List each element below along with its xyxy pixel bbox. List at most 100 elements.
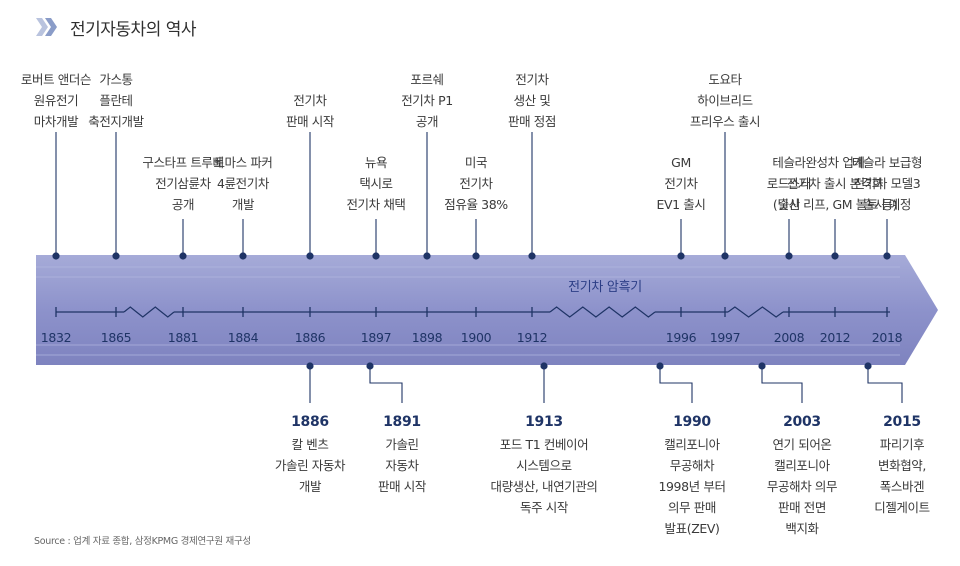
event-text-line: 점유율 38%: [444, 197, 508, 212]
year-label: 1912: [517, 330, 548, 345]
arrow-tread-pattern: [36, 266, 900, 356]
event-dot: [677, 252, 685, 260]
event-text-line: 공개: [172, 197, 194, 212]
event-text-line: GM: [671, 155, 691, 170]
page-title: 전기자동차의 역사: [70, 19, 197, 40]
event-text-line: 테슬라 보급형: [852, 155, 922, 170]
event-text-line: (닛산 리프, GM 볼트 등): [773, 197, 897, 212]
event-text-line: 로버트 앤더슨: [21, 72, 91, 87]
event-text-line: 4륜전기차: [217, 176, 270, 191]
event-text-line: 하이브리드: [697, 93, 753, 108]
event-dot: [306, 252, 314, 260]
event-text-line: 생산 및: [514, 93, 551, 108]
event-text-line: 전기차: [515, 72, 549, 87]
event-text-line: 출시 예정: [863, 197, 911, 212]
event-dot: [785, 252, 793, 260]
event-text-line: 미국: [465, 155, 487, 170]
year-label: 1897: [361, 330, 392, 345]
top-event-label: 뉴욕 택시로 전기차 채택: [346, 155, 405, 212]
event-dot: [472, 252, 480, 260]
event-text-line: 폭스바겐: [880, 479, 924, 494]
event-text-line: 로드스터: [767, 176, 811, 191]
event-text-line: 토마스 파커: [213, 155, 272, 170]
event-text-line: 발표(ZEV): [665, 521, 720, 536]
event-text-line: 무공해차: [670, 458, 715, 473]
event-text-line: 프리우스 출시: [690, 114, 760, 129]
source-note: Source : 업계 자료 종합, 삼정KPMG 경제연구원 재구성: [34, 536, 251, 547]
event-text-line: 판매 전면: [778, 500, 826, 515]
year-label: 1884: [228, 330, 259, 345]
event-dot: [528, 252, 536, 260]
event-text-line: 시스템으로: [516, 458, 572, 473]
timeline-axis: [56, 306, 890, 318]
event-text-line: 구스타프 트루베: [142, 155, 223, 170]
top-event-label: 전기차 판매 시작: [286, 93, 335, 129]
year-label: 1898: [412, 330, 443, 345]
bottom-event-year: 2015: [883, 414, 921, 430]
year-label: 1996: [666, 330, 697, 345]
year-label: 1832: [41, 330, 72, 345]
event-text-line: 테슬라: [772, 155, 806, 170]
bottom-event-label: 연기 되어온 캘리포니아 무공해차 의무 판매 전면 백지화: [767, 437, 837, 536]
event-text-line: 가스통: [99, 72, 132, 87]
bottom-event-label: 캘리포니아 무공해차 1998년 부터 의무 판매 발표(ZEV): [658, 437, 725, 536]
event-dot: [112, 252, 120, 260]
event-text-line: 전기차: [664, 176, 698, 191]
event-text-line: 공개: [416, 114, 438, 129]
event-text-line: 완성차 업계: [805, 155, 864, 170]
event-text-line: 변화협약,: [878, 458, 926, 473]
year-label: 1865: [101, 330, 132, 345]
event-connector: [369, 366, 403, 403]
event-text-line: 자동차: [385, 458, 419, 473]
year-label: 1881: [168, 330, 199, 345]
event-text-line: 파리기후: [880, 437, 924, 452]
event-text-line: 도요타: [708, 72, 742, 87]
year-label: 2012: [820, 330, 851, 345]
event-text-line: 전기차: [293, 93, 327, 108]
event-connector: [761, 366, 803, 403]
event-text-line: 전기차: [459, 176, 493, 191]
bottom-event-label: 칼 벤츠 가솔린 자동차 개발: [275, 437, 346, 494]
event-text-line: 뉴욕: [365, 155, 387, 170]
event-text-line: 전기차 모델3: [854, 176, 921, 191]
event-dot: [372, 252, 380, 260]
event-text-line: 캘리포니아: [664, 437, 720, 452]
event-text-line: 포르쉐: [410, 72, 443, 87]
event-text-line: 플란테: [99, 93, 132, 108]
event-dot: [883, 252, 891, 260]
bottom-event-year: 1913: [525, 414, 563, 430]
event-text-line: 가솔린: [385, 437, 418, 452]
year-label: 2008: [774, 330, 805, 345]
double-chevron-icon: [36, 18, 57, 36]
event-text-line: 독주 시작: [520, 500, 569, 515]
axis-break-zigzag: [549, 306, 656, 318]
event-text-line: 원유전기: [34, 93, 78, 108]
event-dot: [721, 252, 729, 260]
event-text-line: 연기 되어온: [772, 437, 831, 452]
event-text-line: 축전지개발: [88, 114, 144, 129]
year-label: 1900: [461, 330, 492, 345]
top-event-label: 토마스 파커 4륜전기차 개발: [213, 155, 272, 212]
event-text-line: 포드 T1 컨베이어: [500, 437, 589, 452]
bottom-event-year: 1886: [291, 414, 329, 430]
event-connector: [867, 366, 903, 403]
event-text-line: 캘리포니아: [774, 458, 830, 473]
axis-break-zigzag: [727, 306, 784, 318]
bottom-event-label: 포드 T1 컨베이어 시스템으로 대량생산, 내연기관의 독주 시작: [490, 437, 597, 515]
event-connector: [659, 366, 693, 403]
event-text-line: 판매 정점: [508, 114, 556, 129]
event-text-line: 디젤게이트: [874, 500, 930, 515]
axis-break-zigzag: [123, 306, 175, 318]
event-text-line: 출시: [778, 197, 800, 212]
event-text-line: 전기삼륜차: [155, 176, 211, 191]
event-text-line: 칼 벤츠: [292, 437, 329, 452]
bottom-event-year: 1990: [673, 414, 711, 430]
header: 전기자동차의 역사: [36, 12, 197, 42]
